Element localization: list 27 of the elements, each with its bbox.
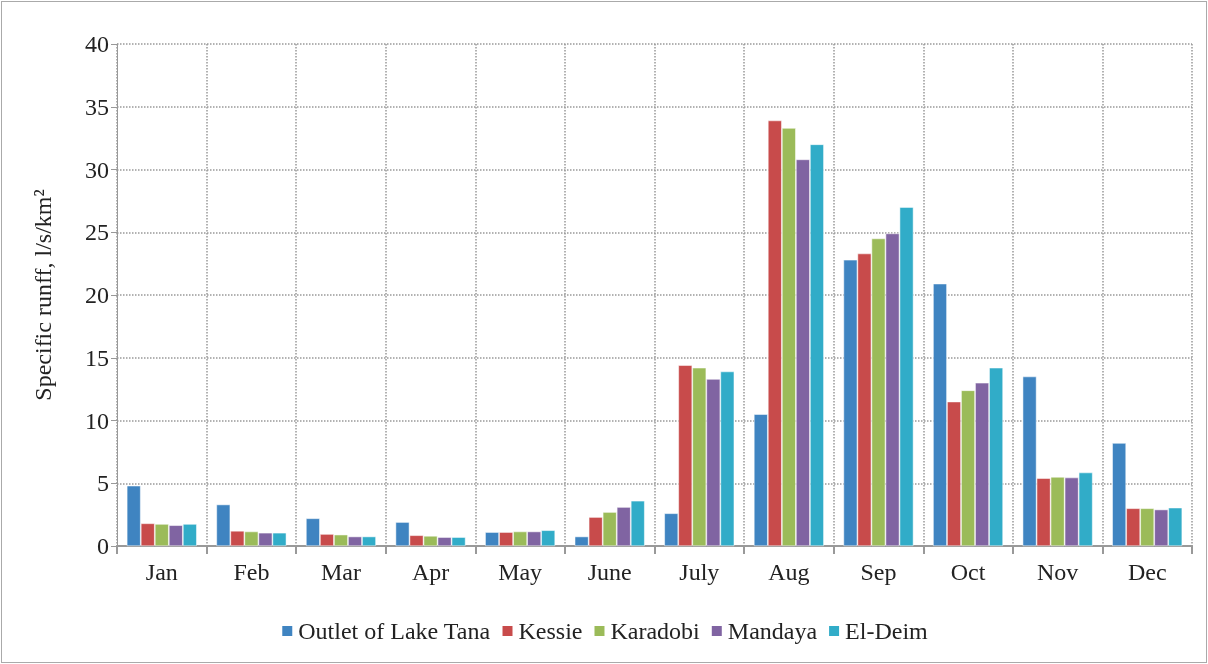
y-tick-label: 15 — [85, 344, 109, 371]
x-tick-label: Oct — [950, 559, 986, 585]
x-tick-label: May — [498, 559, 543, 585]
x-tick-label: Apr — [411, 559, 450, 585]
y-tick-label: 40 — [85, 31, 109, 57]
x-tick-label: June — [587, 559, 632, 585]
y-tick-label: 5 — [97, 470, 109, 497]
y-tick-label: 10 — [85, 407, 109, 434]
y-tick-label: 20 — [85, 282, 109, 308]
y-tick-label: 0 — [97, 533, 109, 559]
x-tick-label: Dec — [1127, 559, 1167, 585]
legend-label: Outlet of Lake Tana — [298, 618, 491, 644]
y-tick-label: 35 — [85, 93, 109, 120]
legend-label: Kessie — [518, 618, 583, 644]
legend-label: Mandaya — [727, 618, 818, 644]
legend-label: Karadobi — [610, 618, 701, 644]
x-tick-label: Nov — [1036, 559, 1079, 585]
y-tick-label: 25 — [85, 219, 109, 246]
legend-label: El-Deim — [845, 618, 929, 644]
x-tick-label: Feb — [233, 559, 270, 585]
y-axis-title: Specific runff, l/s/km² — [30, 189, 56, 401]
x-tick-label: Jan — [145, 559, 178, 585]
x-tick-label: Aug — [768, 559, 810, 585]
x-tick-label: July — [679, 559, 720, 585]
x-tick-label: Sep — [860, 559, 897, 585]
x-tick-label: Mar — [320, 559, 361, 585]
y-tick-label: 30 — [85, 156, 109, 183]
